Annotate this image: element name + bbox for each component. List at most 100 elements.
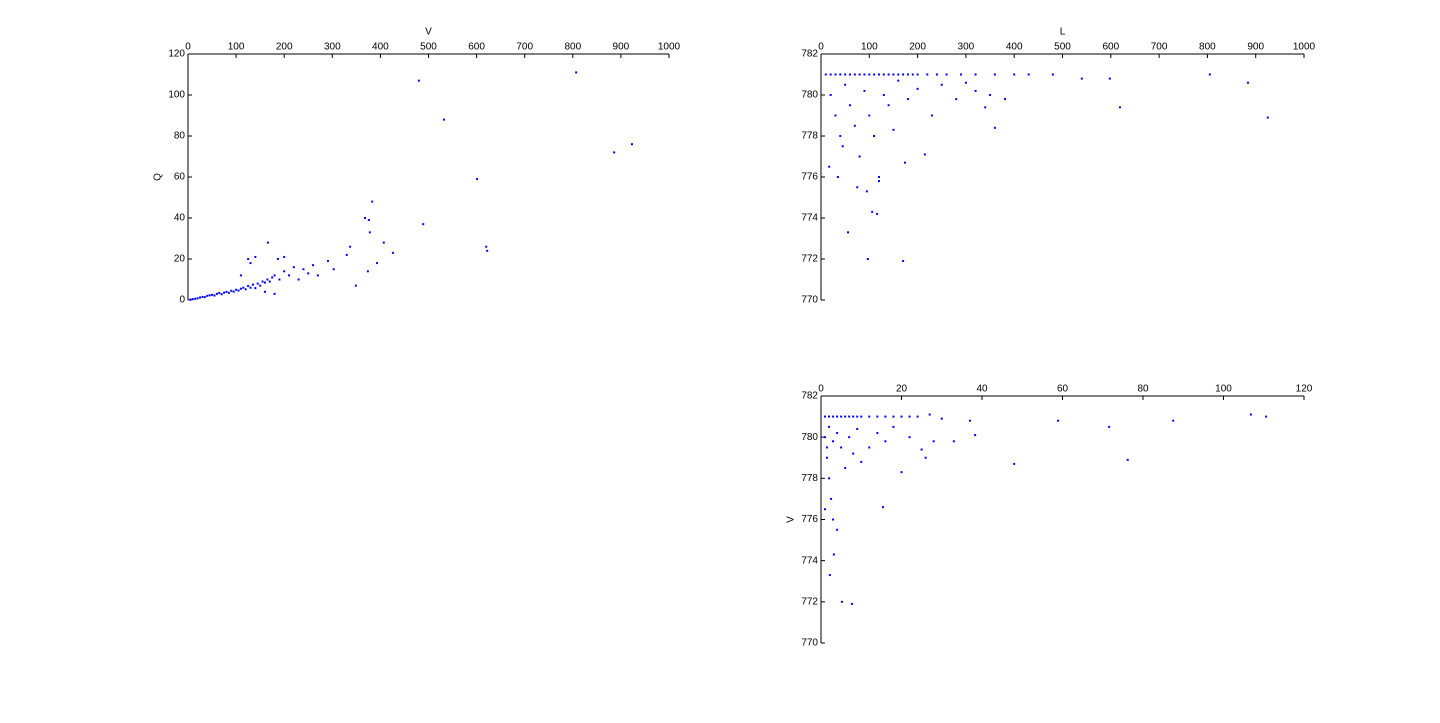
- point: [307, 272, 310, 275]
- x-tick-label: 700: [1151, 42, 1168, 53]
- point: [865, 190, 868, 193]
- point: [844, 83, 847, 86]
- point: [283, 255, 286, 258]
- point: [848, 436, 851, 439]
- point: [840, 600, 843, 603]
- point: [824, 508, 827, 511]
- point: [254, 287, 257, 290]
- point: [215, 292, 218, 295]
- point: [828, 574, 831, 577]
- point: [371, 200, 374, 203]
- point: [247, 285, 250, 288]
- point: [940, 417, 943, 420]
- point: [316, 274, 319, 277]
- point: [828, 415, 831, 418]
- point: [249, 262, 252, 265]
- x-tick-label: 60: [1057, 384, 1069, 395]
- point: [283, 270, 286, 273]
- point: [288, 274, 291, 277]
- point: [1027, 73, 1030, 76]
- point: [1004, 98, 1007, 101]
- point: [297, 278, 300, 281]
- point: [832, 518, 835, 521]
- point: [877, 176, 880, 178]
- point: [908, 415, 911, 418]
- y-tick-label: 120: [168, 49, 185, 60]
- point: [266, 278, 269, 281]
- point: [630, 143, 633, 146]
- point: [213, 294, 216, 297]
- point: [868, 73, 871, 76]
- point: [892, 425, 895, 428]
- x-tick-label: 600: [468, 42, 485, 53]
- point: [828, 165, 831, 168]
- point: [824, 436, 827, 439]
- point: [884, 415, 887, 418]
- point: [312, 264, 315, 267]
- point: [900, 471, 903, 474]
- point: [349, 245, 352, 248]
- point: [247, 258, 250, 260]
- y-tick-label: 776: [801, 514, 818, 525]
- point: [882, 73, 885, 76]
- point: [863, 89, 866, 92]
- x-tick-label: 300: [958, 42, 975, 53]
- point: [989, 94, 992, 96]
- point: [332, 268, 335, 271]
- point: [345, 253, 348, 256]
- point: [993, 126, 996, 129]
- point: [220, 293, 223, 296]
- point: [239, 274, 242, 277]
- point: [955, 98, 958, 101]
- point: [876, 415, 879, 418]
- point: [354, 284, 357, 287]
- point: [866, 258, 869, 260]
- point: [928, 413, 931, 416]
- point: [848, 415, 851, 418]
- point: [276, 258, 279, 260]
- point: [887, 104, 890, 107]
- point: [945, 73, 948, 76]
- point: [884, 440, 887, 443]
- point: [836, 176, 839, 178]
- point: [302, 268, 305, 271]
- x-tick-label: 0: [818, 384, 824, 395]
- point: [1246, 81, 1249, 84]
- point: [191, 298, 194, 301]
- point: [832, 440, 835, 443]
- point: [366, 270, 369, 273]
- point: [1013, 462, 1016, 465]
- point: [1057, 419, 1060, 422]
- point: [261, 280, 264, 283]
- point: [259, 284, 262, 287]
- point: [906, 98, 909, 101]
- y-tick-label: 780: [801, 432, 818, 443]
- point: [292, 266, 295, 269]
- x-tick-label: 800: [564, 42, 581, 53]
- point: [900, 415, 903, 418]
- point: [897, 73, 900, 76]
- point: [876, 212, 879, 215]
- x-tick-label: 120: [1296, 384, 1313, 395]
- point: [251, 283, 254, 286]
- point: [841, 145, 844, 148]
- point: [916, 73, 919, 76]
- point: [836, 528, 839, 531]
- point: [892, 73, 895, 76]
- y-tick-label: 60: [174, 172, 186, 183]
- point: [828, 477, 831, 480]
- point: [201, 295, 204, 298]
- point: [203, 296, 206, 299]
- point: [1266, 116, 1269, 119]
- point: [881, 506, 884, 509]
- point: [442, 118, 445, 121]
- x-axis-label: V: [425, 27, 432, 38]
- x-tick-label: 1000: [658, 42, 681, 53]
- point: [873, 135, 876, 137]
- point: [422, 223, 425, 226]
- point: [887, 73, 890, 76]
- point: [924, 456, 927, 459]
- point: [853, 124, 856, 127]
- point: [826, 446, 829, 449]
- point: [847, 231, 850, 234]
